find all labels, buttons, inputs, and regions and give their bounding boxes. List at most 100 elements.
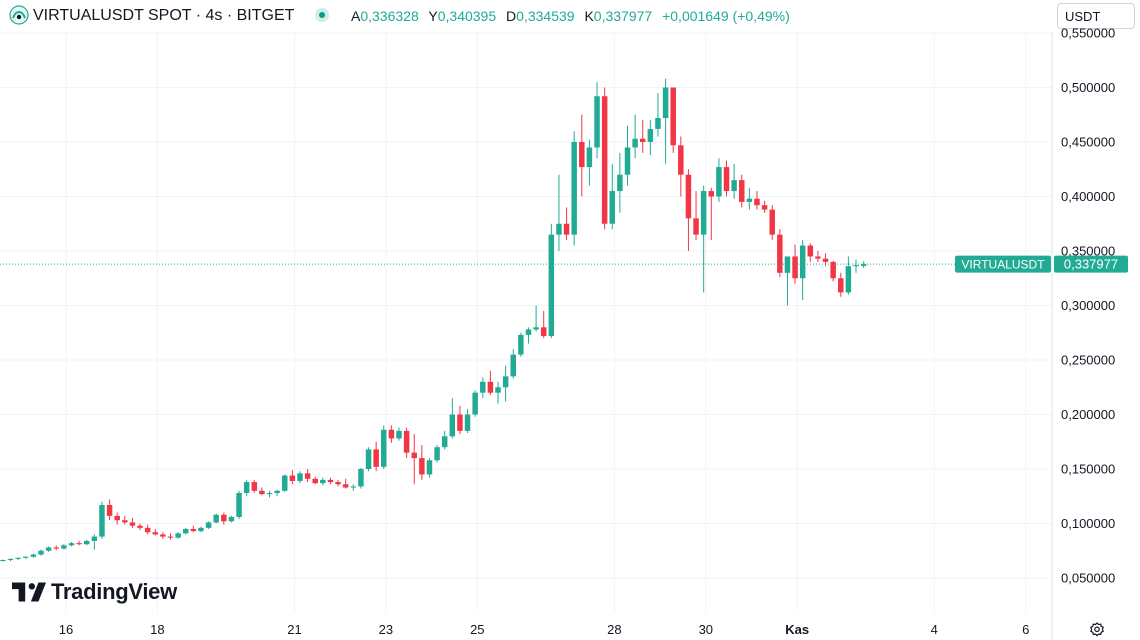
candle-body	[243, 482, 250, 493]
candle	[480, 377, 486, 399]
symbol-title[interactable]: VIRTUALUSDT SPOT · 4s · BITGET	[33, 7, 295, 24]
y-tick-label: 0,550000	[1061, 26, 1115, 41]
candle-body	[739, 180, 745, 202]
candle-body	[525, 329, 532, 335]
candle	[144, 524, 151, 535]
candle-body	[83, 540, 90, 545]
price-axis[interactable]: 0,050000 0,100000 0,150000 0,200000 0,250000…	[1061, 26, 1115, 586]
y-tick-label: 0,500000	[1061, 80, 1115, 95]
candle-body	[807, 245, 814, 257]
candle-body	[548, 234, 555, 337]
tradingview-logo[interactable]: TradingView	[12, 578, 177, 606]
candle-body	[228, 516, 235, 522]
candle-body	[693, 218, 699, 235]
candle	[137, 523, 143, 531]
candle-body	[342, 484, 349, 488]
candle	[647, 120, 654, 156]
candle	[739, 174, 745, 208]
candle	[784, 256, 791, 306]
close-value: 0,337977	[593, 8, 653, 24]
candle	[236, 490, 242, 520]
market-status-icon[interactable]	[315, 8, 329, 22]
y-tick-label: 0,100000	[1061, 516, 1115, 531]
candle-body	[99, 504, 105, 537]
candle-body	[609, 191, 616, 224]
candle-body	[30, 554, 37, 557]
candle	[213, 513, 219, 524]
candle	[548, 223, 555, 339]
candle-body	[700, 191, 707, 235]
candle-body	[441, 436, 448, 448]
x-tick-label: 4	[931, 622, 938, 637]
candle-body	[137, 525, 143, 528]
candle	[335, 479, 341, 487]
candle	[122, 515, 128, 525]
candle-body	[845, 266, 852, 293]
candle	[91, 534, 98, 550]
candle-body	[731, 180, 737, 192]
candle	[160, 532, 166, 539]
candle	[221, 512, 227, 525]
candle-body	[53, 547, 59, 549]
candle	[373, 441, 379, 472]
candle	[556, 174, 562, 251]
candle	[754, 191, 760, 210]
candle	[0, 559, 6, 562]
close-label: K	[584, 8, 594, 24]
open-label: A	[351, 8, 361, 24]
candle-body	[167, 536, 174, 538]
high-label: Y	[428, 8, 438, 24]
candle-body	[601, 96, 608, 224]
candle	[396, 427, 402, 441]
candle	[419, 445, 425, 480]
candle	[495, 381, 501, 404]
candle-body	[815, 256, 821, 259]
candle	[53, 545, 59, 551]
candle	[15, 557, 21, 561]
candle-body	[259, 490, 265, 495]
candle-body	[289, 475, 296, 481]
candle	[106, 499, 113, 521]
candle-body	[563, 223, 570, 235]
candle	[114, 512, 120, 525]
candle	[815, 251, 821, 262]
candle-body	[799, 245, 806, 279]
candle-body	[472, 392, 478, 415]
candle	[289, 470, 296, 485]
candle-body	[312, 478, 318, 484]
candle-body	[358, 469, 364, 487]
gear-icon[interactable]	[1089, 621, 1105, 637]
candle-body	[716, 167, 722, 197]
change-value: +0,001649 (+0,49%)	[662, 8, 790, 24]
candle-body	[419, 458, 425, 475]
candle-body	[708, 191, 715, 197]
candle	[708, 187, 715, 241]
x-tick-label: 23	[379, 622, 393, 637]
candle-body	[792, 256, 798, 279]
currency-select[interactable]: USDT	[1057, 3, 1135, 29]
candle-body	[426, 460, 433, 475]
candle	[7, 558, 14, 562]
candle	[274, 489, 280, 497]
candle-body	[761, 205, 768, 210]
time-axis[interactable]: 16 18 21 23 25 28 30 Kas 4 6	[59, 622, 1030, 637]
candle	[190, 525, 197, 533]
candle-body	[122, 520, 128, 523]
candle-body	[518, 334, 524, 355]
candle-body	[266, 492, 273, 495]
candle-body	[632, 138, 638, 148]
candle	[251, 479, 258, 493]
x-tick-label: 6	[1022, 622, 1029, 637]
candle-body	[297, 473, 303, 481]
price-tag-value-bg	[1054, 255, 1128, 273]
candle	[388, 425, 395, 443]
candle	[746, 187, 753, 210]
x-tick-label: Kas	[785, 622, 809, 637]
y-tick-label: 0,200000	[1061, 407, 1115, 422]
candle	[259, 487, 265, 496]
candle	[350, 484, 357, 491]
candle	[594, 82, 600, 159]
price-tag-value: 0,337977	[1064, 257, 1118, 272]
y-tick-label: 0,450000	[1061, 135, 1115, 150]
